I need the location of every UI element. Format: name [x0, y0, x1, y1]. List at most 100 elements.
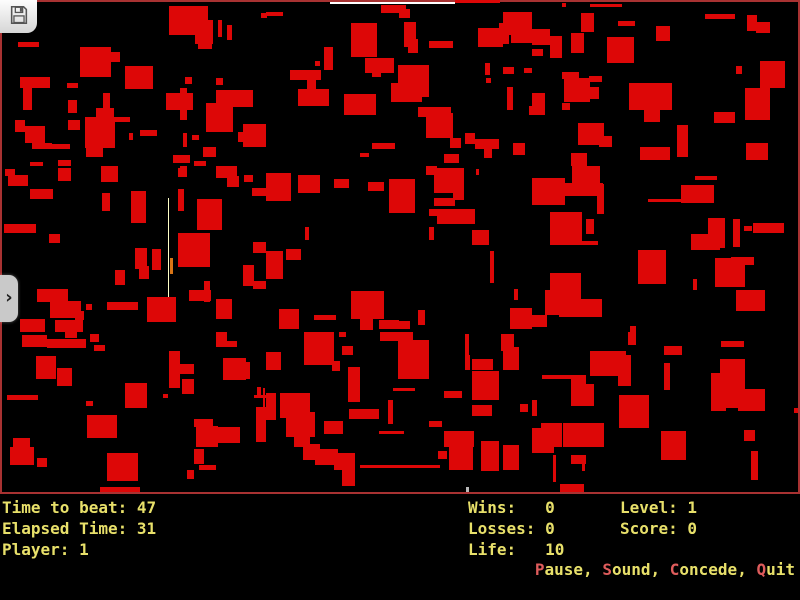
command-separator: ,: [650, 560, 670, 579]
red-block: [393, 388, 415, 391]
red-block: [429, 227, 434, 240]
save-button[interactable]: [0, 0, 37, 33]
red-block: [760, 61, 785, 88]
hud-player: Player: 1: [2, 540, 89, 559]
red-block: [169, 351, 180, 362]
red-block: [47, 339, 86, 348]
red-block: [444, 391, 462, 398]
red-block: [372, 143, 395, 149]
red-block: [511, 29, 532, 43]
red-block: [218, 20, 222, 37]
red-block: [449, 445, 473, 470]
red-block: [644, 106, 660, 122]
red-block: [75, 311, 84, 320]
red-block: [578, 123, 604, 145]
red-block: [510, 308, 532, 329]
red-block: [334, 179, 349, 188]
red-block: [418, 107, 451, 117]
red-block: [253, 281, 266, 289]
red-block: [90, 334, 99, 342]
red-block: [101, 166, 118, 182]
red-block: [100, 52, 120, 62]
red-block: [125, 66, 153, 89]
red-block: [744, 430, 755, 441]
red-block: [503, 445, 519, 470]
trail-line: [330, 2, 455, 4]
red-block: [263, 388, 265, 419]
red-block: [49, 234, 60, 243]
red-block: [524, 68, 532, 73]
red-block: [380, 332, 413, 341]
red-block: [490, 251, 494, 283]
red-block: [745, 88, 770, 120]
red-block: [434, 198, 455, 206]
red-block: [550, 36, 562, 58]
red-block: [372, 68, 381, 77]
red-block: [664, 363, 670, 390]
red-block: [5, 169, 15, 176]
red-block: [560, 484, 584, 492]
red-block: [163, 394, 168, 398]
red-block: [178, 189, 184, 211]
red-block: [590, 4, 622, 7]
red-block: [589, 76, 602, 82]
red-block: [342, 346, 353, 355]
red-block: [169, 361, 180, 388]
drawer-handle[interactable]: ›: [0, 275, 18, 322]
command-concede[interactable]: Concede: [670, 560, 737, 579]
red-block: [36, 356, 56, 379]
red-block: [102, 193, 110, 211]
red-block: [298, 175, 320, 193]
red-block: [465, 133, 475, 144]
red-block: [254, 395, 266, 398]
red-block: [243, 362, 250, 379]
red-block: [562, 72, 579, 79]
hud-level: Level: 1: [620, 498, 698, 517]
red-block: [389, 179, 415, 213]
red-block: [20, 319, 45, 332]
playfield[interactable]: [0, 0, 800, 494]
trail-line: [466, 487, 469, 492]
red-block: [20, 77, 50, 88]
red-block: [334, 453, 355, 470]
red-block: [648, 199, 681, 202]
command-menu: Pause, Sound, Concede, Quit: [535, 560, 795, 579]
red-block: [30, 162, 43, 166]
command-rest: oncede: [679, 560, 738, 579]
red-block: [664, 346, 682, 355]
red-block: [733, 219, 740, 247]
red-block: [563, 423, 604, 447]
red-block: [478, 28, 503, 47]
red-block: [379, 320, 399, 329]
hud-elapsed-time: Elapsed Time: 31: [2, 519, 157, 538]
hud-life: Life: 10: [468, 540, 565, 559]
red-block: [183, 133, 187, 147]
red-block: [139, 266, 149, 279]
red-block: [25, 126, 45, 143]
red-block: [438, 451, 447, 459]
command-sound[interactable]: Sound: [602, 560, 650, 579]
red-block: [360, 319, 373, 330]
red-block: [68, 100, 77, 113]
red-block: [681, 185, 714, 203]
red-block: [472, 405, 492, 416]
red-block: [572, 166, 600, 185]
red-block: [315, 61, 320, 66]
red-block: [203, 147, 216, 157]
red-block: [571, 455, 586, 464]
red-block: [216, 332, 227, 342]
red-block: [257, 387, 261, 396]
command-pause[interactable]: Pause: [535, 560, 583, 579]
command-separator: ,: [583, 560, 603, 579]
red-block: [266, 173, 291, 201]
command-quit[interactable]: Quit: [756, 560, 795, 579]
red-block: [86, 304, 92, 310]
red-block: [408, 39, 418, 53]
red-block: [216, 78, 223, 85]
red-block: [185, 77, 192, 84]
red-block: [794, 408, 798, 413]
red-block: [199, 465, 216, 470]
red-block: [216, 299, 232, 319]
red-block: [532, 49, 543, 56]
red-block: [532, 400, 537, 416]
